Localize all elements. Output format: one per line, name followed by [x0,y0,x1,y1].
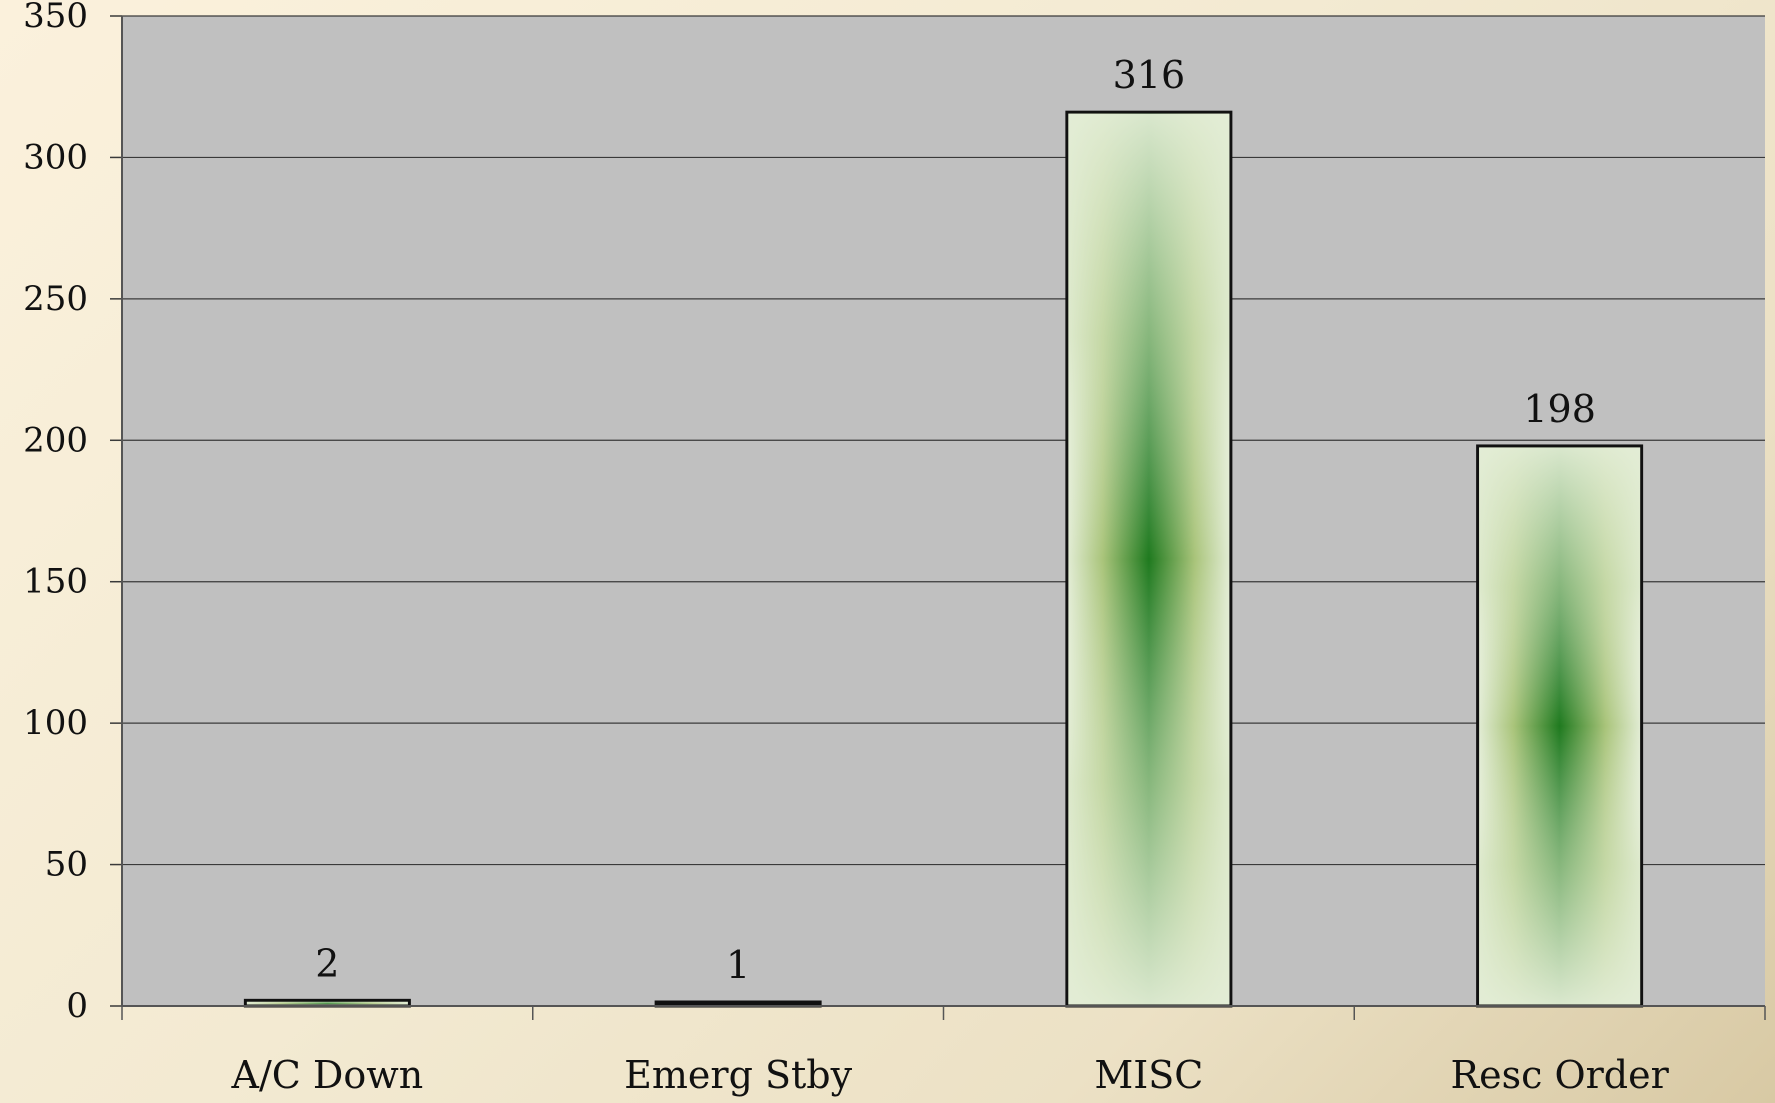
x-category-label: Emerg Stby [624,1053,852,1097]
labels: 0 50 100 150 200 250 300 350 2 A/C Down 1 Emerg Stb… [23,0,1669,1097]
data-label: 1 [726,943,750,987]
y-tick-label: 50 [45,845,88,885]
bar-highlight [1479,447,1641,1005]
y-tick-label: 150 [23,562,88,602]
x-category-label: A/C Down [231,1053,424,1097]
y-tick-label: 0 [66,986,88,1026]
bar-highlight [246,1001,408,1005]
axes [110,15,1766,1020]
y-tick-label: 300 [23,137,88,177]
y-tick-label: 350 [23,0,88,36]
y-tick-label: 200 [23,420,88,460]
data-label: 2 [315,941,339,985]
x-category-label: MISC [1094,1053,1203,1097]
bars [243,110,1644,1008]
x-category-label: Resc Order [1450,1053,1669,1097]
y-tick-label: 100 [23,703,88,743]
data-label: 198 [1523,387,1596,431]
data-label: 316 [1113,53,1186,97]
bar-highlight [1068,113,1230,1005]
gridlines [122,15,1765,866]
y-tick-label: 250 [23,279,88,319]
